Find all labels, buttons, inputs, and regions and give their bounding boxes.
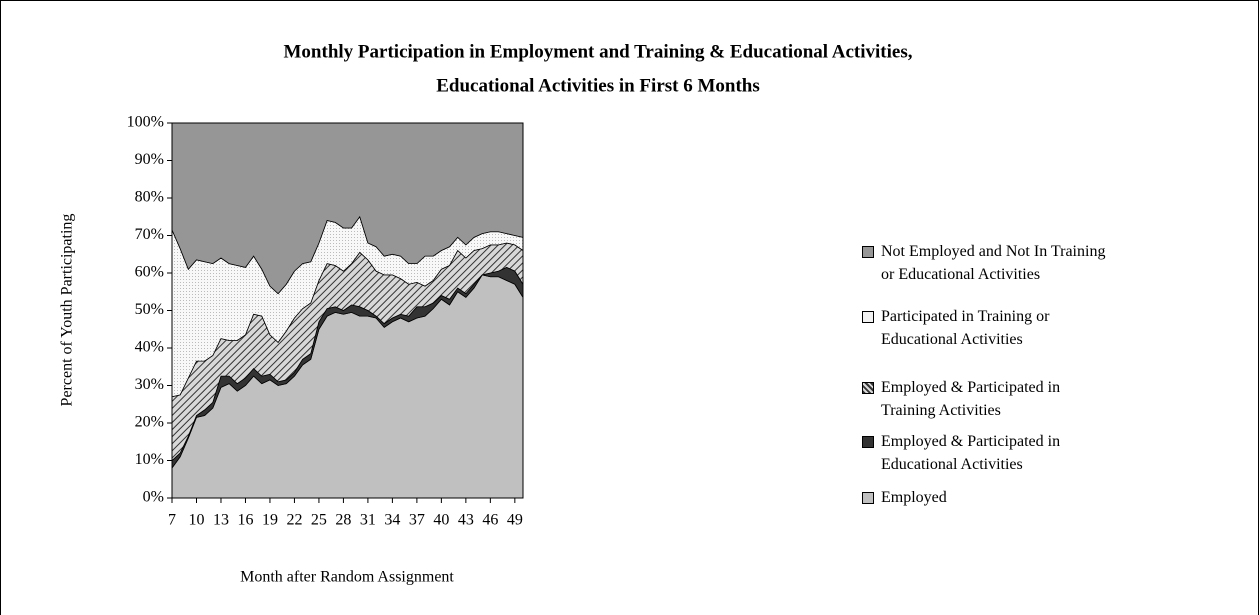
x-tick-label: 22	[286, 512, 302, 529]
legend-item: Employed	[862, 486, 1112, 509]
legend-item: Not Employed and Not In Training or Educ…	[862, 240, 1112, 286]
x-tick-label: 46	[482, 512, 498, 529]
legend-swatch	[862, 311, 874, 323]
legend-label: Not Employed and Not In Training or Educ…	[881, 243, 1106, 283]
y-tick-label: 100%	[127, 114, 164, 131]
y-tick-label: 50%	[135, 301, 164, 318]
y-tick-label: 0%	[143, 489, 164, 506]
y-tick-label: 30%	[135, 376, 164, 393]
legend-label: Employed & Participated in Educational A…	[881, 433, 1061, 473]
x-tick-label: 25	[311, 512, 327, 529]
x-tick-label: 10	[188, 512, 204, 529]
x-tick-label: 49	[507, 512, 523, 529]
y-axis-label: Percent of Youth Participating	[59, 214, 76, 407]
legend-item: Employed & Participated in Training Acti…	[862, 376, 1112, 422]
y-tick-label: 20%	[135, 414, 164, 431]
legend-item: Employed & Participated in Educational A…	[862, 430, 1112, 476]
legend-swatch	[862, 436, 874, 448]
y-tick-label: 90%	[135, 151, 164, 168]
y-tick-label: 40%	[135, 339, 164, 356]
x-tick-label: 13	[213, 512, 229, 529]
legend-item: Participated in Training or Educational …	[862, 305, 1112, 351]
legend-swatch	[862, 492, 874, 504]
x-tick-label: 7	[168, 512, 176, 529]
x-tick-label: 19	[262, 512, 278, 529]
x-tick-label: 37	[409, 512, 425, 529]
legend-swatch	[862, 382, 874, 394]
legend-swatch	[862, 246, 874, 258]
x-tick-label: 34	[384, 512, 400, 529]
legend-label: Employed	[881, 489, 947, 506]
y-tick-label: 80%	[135, 189, 164, 206]
x-axis-label: Month after Random Assignment	[240, 569, 454, 586]
x-tick-label: 16	[237, 512, 253, 529]
x-tick-label: 43	[458, 512, 474, 529]
legend-label: Participated in Training or Educational …	[881, 308, 1050, 348]
y-tick-label: 70%	[135, 226, 164, 243]
y-tick-label: 10%	[135, 451, 164, 468]
chart-title: Monthly Participation in Employment and …	[284, 41, 913, 62]
legend-label: Employed & Participated in Training Acti…	[881, 379, 1061, 419]
x-tick-label: 31	[360, 512, 376, 529]
x-tick-label: 40	[433, 512, 449, 529]
y-tick-label: 60%	[135, 264, 164, 281]
chart-subtitle: Educational Activities in First 6 Months	[436, 75, 760, 96]
x-tick-label: 28	[335, 512, 351, 529]
